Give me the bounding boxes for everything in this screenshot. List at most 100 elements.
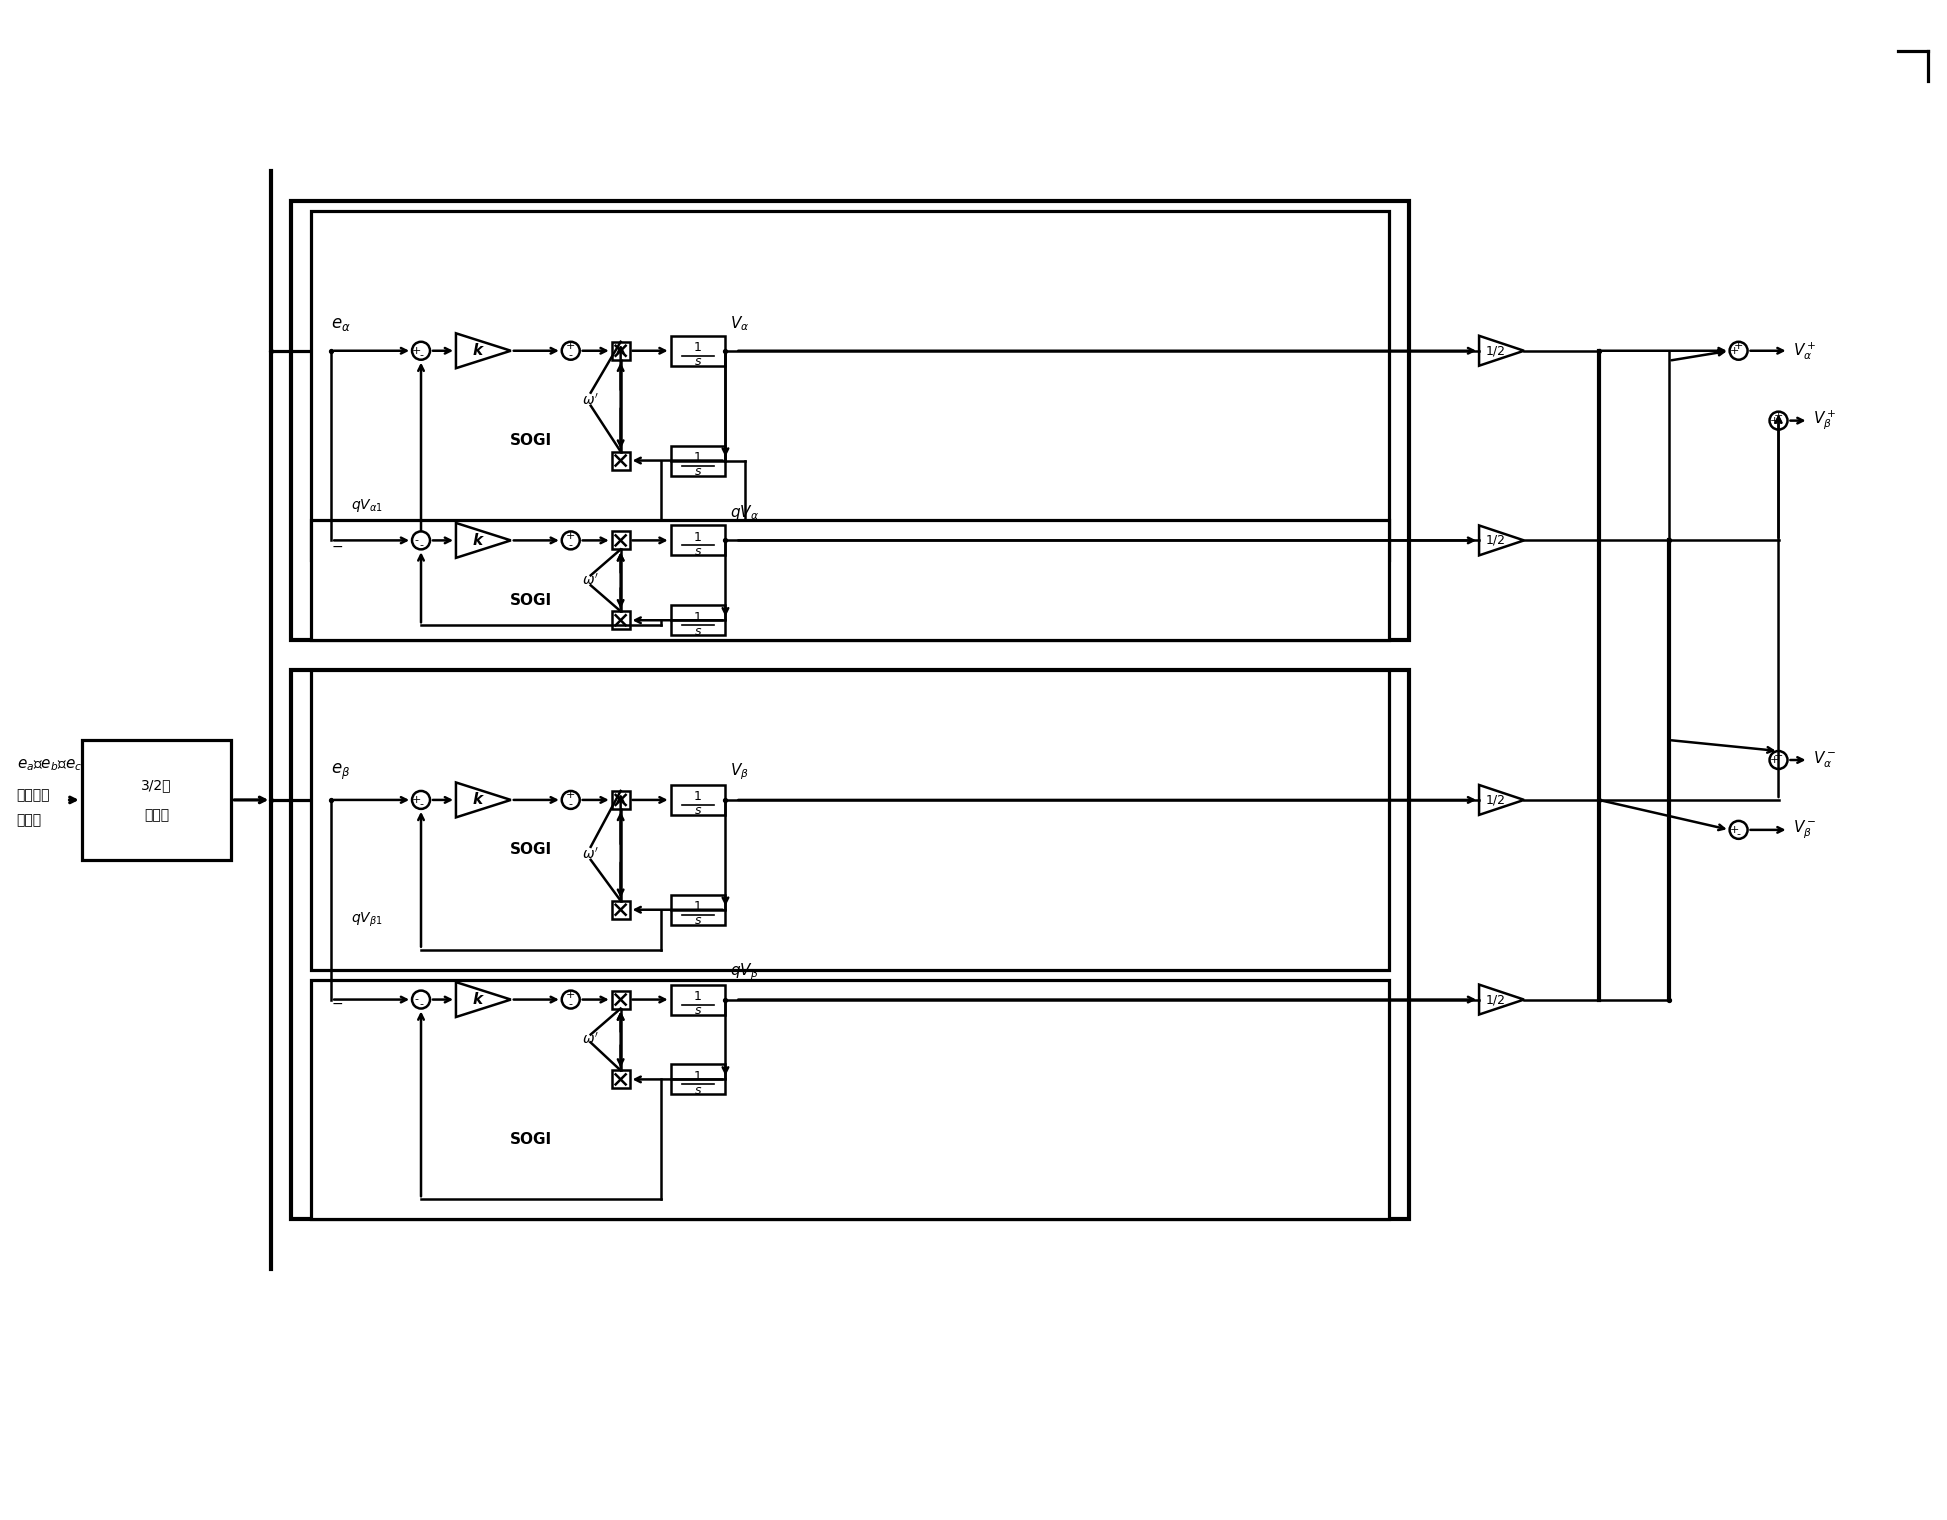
Bar (292, 201, 1410, 640)
Text: -: - (419, 540, 422, 550)
Bar (670, 336, 726, 366)
Bar (611, 901, 629, 918)
Circle shape (1729, 821, 1748, 839)
Text: $\omega'$: $\omega'$ (582, 394, 600, 409)
Text: -: - (1737, 830, 1741, 839)
Text: s: s (695, 914, 701, 927)
Text: SOGI: SOGI (510, 433, 551, 448)
Circle shape (563, 790, 580, 809)
Text: 1/2: 1/2 (1486, 534, 1507, 547)
Bar (611, 991, 629, 1009)
Bar (611, 611, 629, 629)
Text: -: - (415, 535, 419, 546)
Text: +: + (413, 795, 421, 806)
Text: 1: 1 (693, 900, 703, 914)
Text: -: - (419, 999, 422, 1009)
Bar (670, 1064, 726, 1094)
Text: $e_\beta$: $e_\beta$ (331, 762, 350, 781)
Text: +: + (567, 342, 576, 351)
Circle shape (1729, 342, 1748, 360)
Text: +: + (1770, 415, 1780, 426)
Bar (82, 740, 232, 860)
Text: $qV_\alpha$: $qV_\alpha$ (730, 503, 759, 523)
Bar (312, 670, 1390, 970)
Text: $-$: $-$ (331, 538, 343, 552)
Text: 1: 1 (693, 1070, 703, 1082)
Text: 3/2坐: 3/2坐 (142, 778, 171, 792)
Text: +: + (567, 530, 576, 541)
Circle shape (413, 342, 430, 360)
Text: +: + (1774, 751, 1783, 760)
Bar (312, 211, 1390, 561)
Text: +: + (1735, 342, 1743, 351)
Text: -: - (569, 800, 572, 810)
Text: s: s (695, 356, 701, 368)
Text: k: k (473, 344, 483, 359)
Text: s: s (695, 1005, 701, 1017)
Polygon shape (1480, 336, 1525, 366)
Text: $e_\alpha$: $e_\alpha$ (331, 315, 350, 333)
Circle shape (563, 342, 580, 360)
Text: 1: 1 (693, 530, 703, 544)
Polygon shape (456, 783, 510, 818)
Text: $V_\alpha$: $V_\alpha$ (730, 315, 750, 333)
Text: +: + (1770, 755, 1780, 765)
Polygon shape (1480, 784, 1525, 815)
Text: $\omega'$: $\omega'$ (582, 573, 600, 588)
Text: 1: 1 (693, 790, 703, 804)
Text: 1/2: 1/2 (1486, 793, 1507, 807)
Circle shape (413, 991, 430, 1009)
Circle shape (563, 991, 580, 1009)
Bar (611, 451, 629, 470)
Circle shape (1770, 412, 1787, 430)
Text: s: s (695, 804, 701, 818)
Text: $\omega'$: $\omega'$ (582, 847, 600, 862)
Polygon shape (456, 333, 510, 368)
Text: k: k (473, 792, 483, 807)
Text: k: k (473, 993, 483, 1008)
Bar (670, 784, 726, 815)
Text: 三相电网: 三相电网 (18, 787, 51, 803)
Bar (611, 790, 629, 809)
Text: $\omega'$: $\omega'$ (582, 1032, 600, 1047)
Text: $qV_{\alpha 1}$: $qV_{\alpha 1}$ (350, 497, 384, 514)
Bar (312, 979, 1390, 1219)
Text: 1: 1 (693, 611, 703, 623)
Text: +: + (567, 790, 576, 801)
Text: 1: 1 (693, 342, 703, 354)
Text: SOGI: SOGI (510, 1132, 551, 1146)
Text: SOGI: SOGI (510, 593, 551, 608)
Text: k: k (473, 534, 483, 547)
Text: -: - (419, 800, 422, 810)
Text: $V_\beta$: $V_\beta$ (730, 762, 750, 781)
Text: -: - (569, 350, 572, 360)
Text: 1: 1 (693, 451, 703, 464)
Text: -: - (569, 540, 572, 550)
Circle shape (563, 532, 580, 549)
Polygon shape (1480, 526, 1525, 555)
Text: s: s (695, 625, 701, 638)
Circle shape (413, 532, 430, 549)
Bar (670, 895, 726, 924)
Text: 1/2: 1/2 (1486, 993, 1507, 1006)
Circle shape (413, 790, 430, 809)
Bar (670, 985, 726, 1014)
Polygon shape (456, 523, 510, 558)
Text: +: + (567, 990, 576, 1000)
Text: $-$: $-$ (331, 996, 343, 1009)
Text: $V_\alpha^-$: $V_\alpha^-$ (1813, 749, 1836, 771)
Text: +: + (1774, 410, 1783, 421)
Polygon shape (456, 982, 510, 1017)
Polygon shape (1480, 985, 1525, 1014)
Bar (670, 445, 726, 476)
Text: $qV_\beta$: $qV_\beta$ (730, 961, 759, 982)
Text: SOGI: SOGI (510, 842, 551, 857)
Bar (611, 532, 629, 549)
Text: $e_a$、$e_b$、$e_c$: $e_a$、$e_b$、$e_c$ (18, 757, 82, 772)
Text: $V_\beta^+$: $V_\beta^+$ (1813, 409, 1836, 433)
Text: -: - (415, 994, 419, 1005)
Text: +: + (1729, 345, 1739, 356)
Text: -: - (569, 999, 572, 1009)
Text: $V_\alpha^+$: $V_\alpha^+$ (1793, 340, 1817, 362)
Bar (670, 605, 726, 635)
